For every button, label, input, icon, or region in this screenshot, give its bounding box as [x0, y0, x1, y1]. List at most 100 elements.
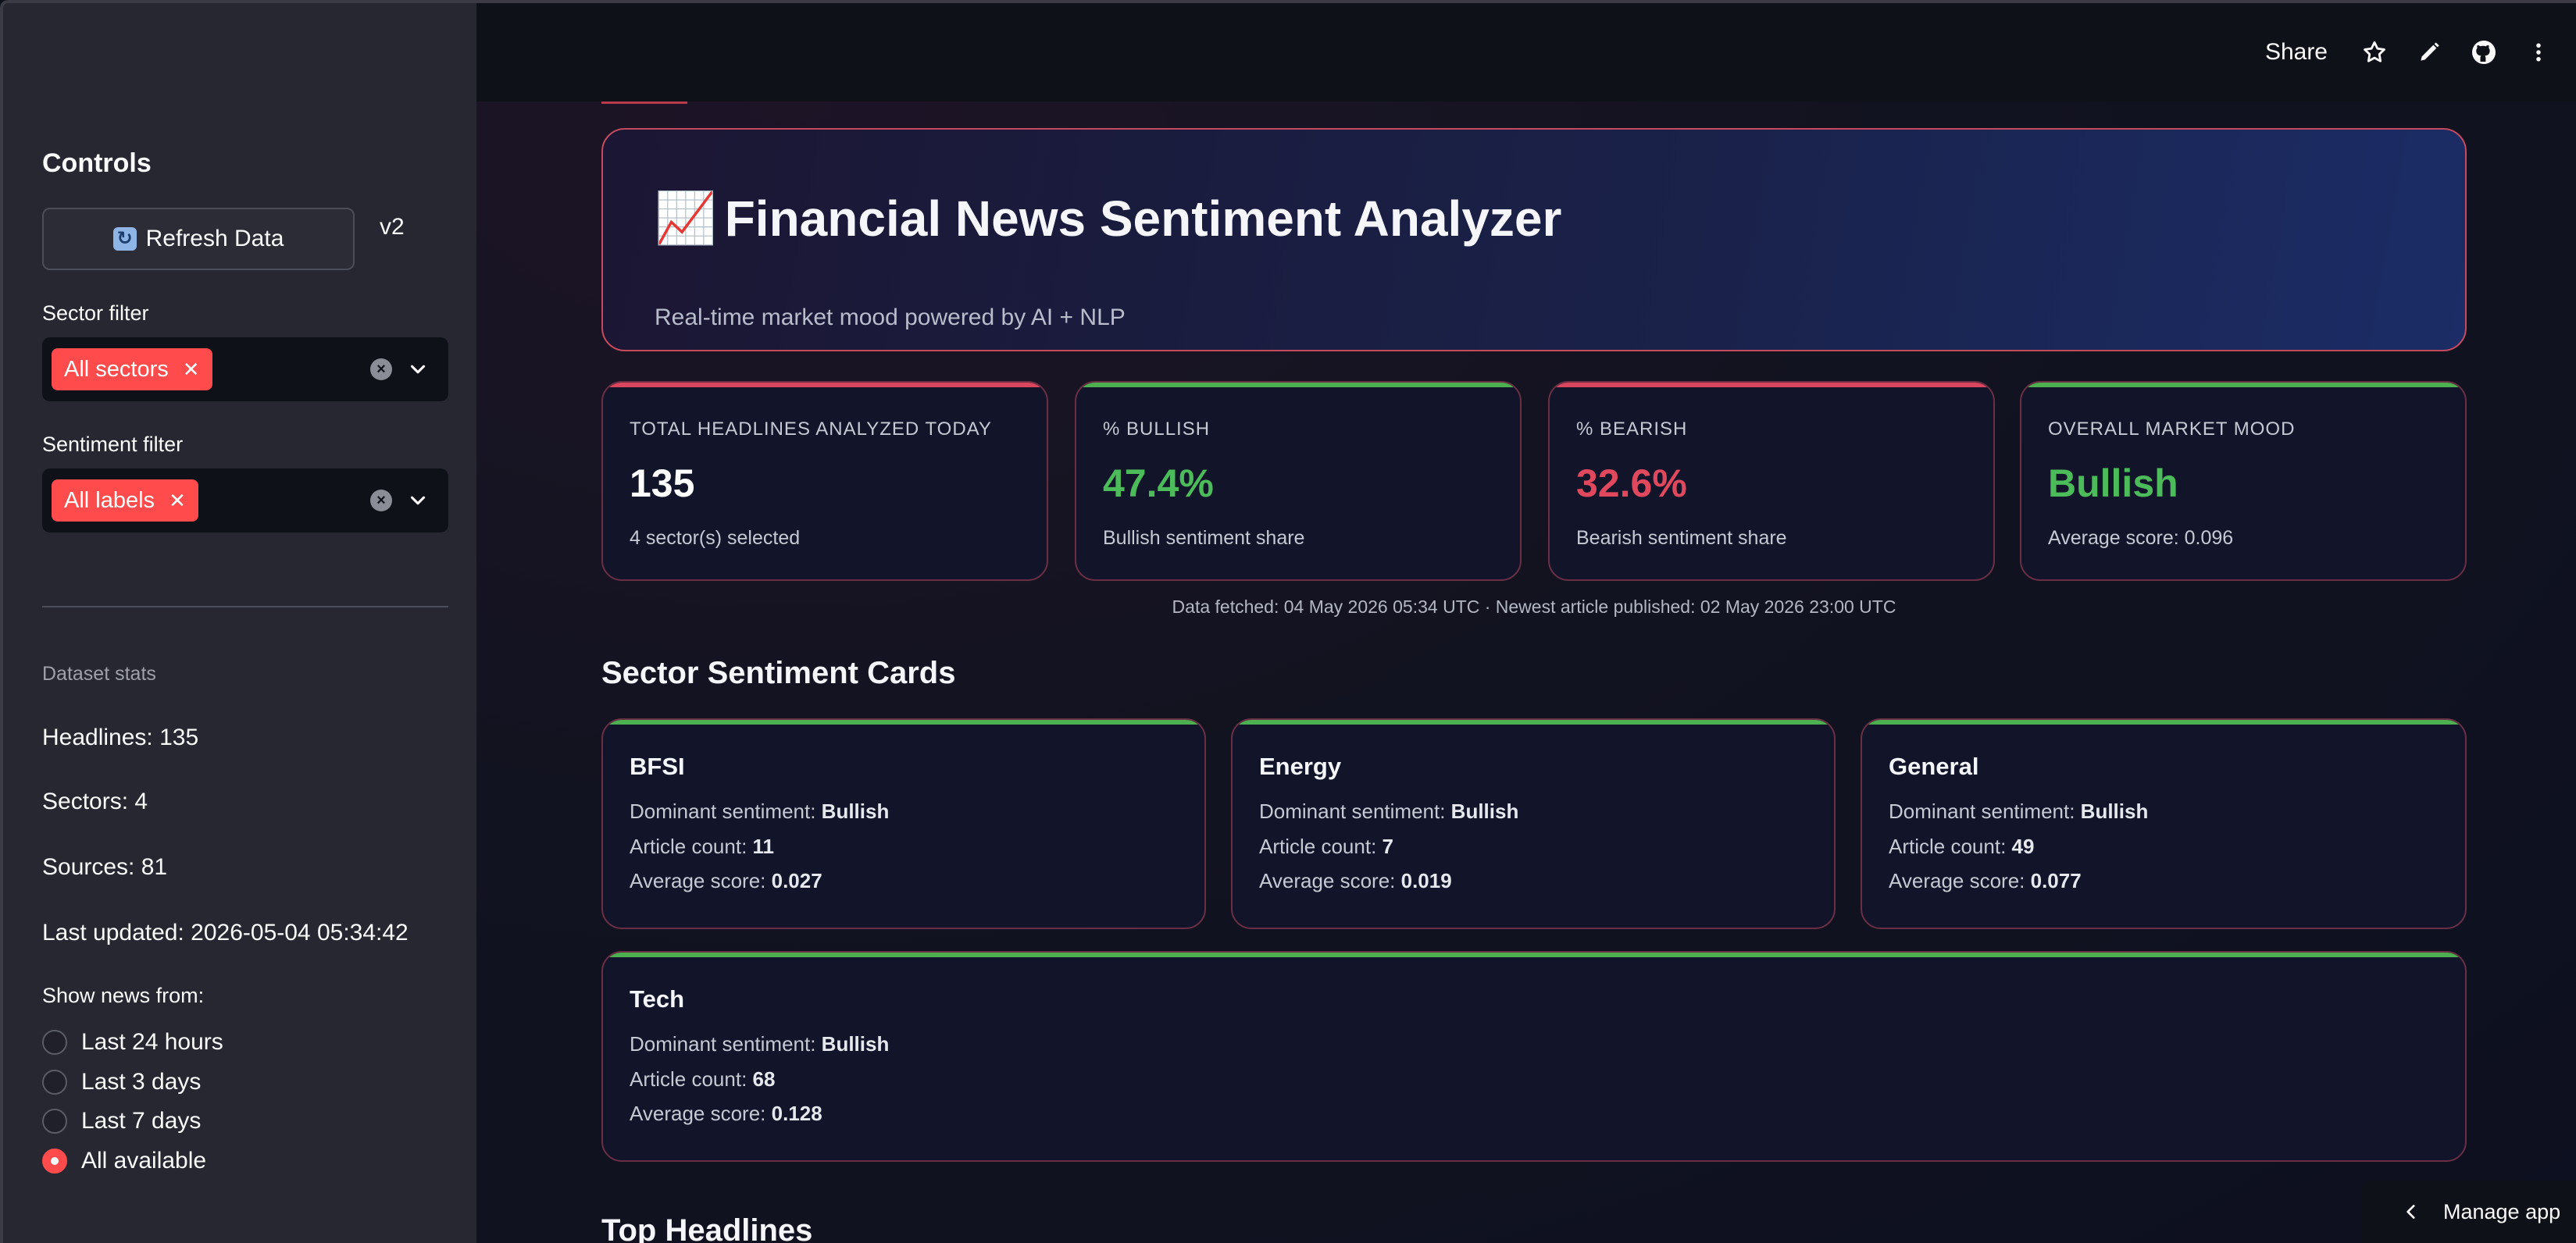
sector-card-tech: Tech Dominant sentiment: Bullish Article… — [601, 951, 2467, 1162]
sector-accent-bar — [603, 720, 1204, 725]
refresh-data-label: Refresh Data — [145, 226, 284, 251]
radio-button[interactable] — [42, 1030, 67, 1055]
radio-label: Last 3 days — [81, 1069, 202, 1095]
edit-pencil-icon[interactable] — [2414, 37, 2445, 68]
kpi-value: 47.4% — [1103, 461, 1214, 505]
radio-button-selected[interactable] — [42, 1149, 67, 1174]
stat-sectors: Sectors: 4 — [42, 789, 148, 814]
sector-name: Energy — [1259, 753, 1342, 780]
sector-card-energy: Energy Dominant sentiment: Bullish Artic… — [1231, 718, 1836, 929]
top-headlines-heading: Top Headlines — [601, 1213, 813, 1243]
kpi-card-bullish: % BULLISH 47.4% Bullish sentiment share — [1075, 381, 1522, 581]
more-vertical-icon[interactable] — [2523, 37, 2554, 68]
sector-accent-bar — [1862, 720, 2465, 725]
sector-avg: Average score: 0.019 — [1259, 869, 1452, 892]
sector-count: Article count: 11 — [630, 835, 775, 858]
sentiment-chip-label: All labels — [64, 487, 155, 513]
sentiment-filter-select[interactable]: All labels ✕ × — [42, 468, 448, 532]
sector-avg: Average score: 0.128 — [630, 1102, 822, 1125]
chart-emoji-icon: 📈 — [655, 190, 717, 246]
page-subtitle: Real-time market mood powered by AI + NL… — [655, 305, 1126, 330]
kpi-accent-bar — [1550, 383, 1993, 387]
version-label: v2 — [380, 214, 405, 240]
sector-filter-select[interactable]: All sectors ✕ × — [42, 337, 448, 401]
manage-app-label: Manage app — [2443, 1199, 2561, 1223]
sector-avg: Average score: 0.027 — [630, 869, 822, 892]
radio-option[interactable]: Last 24 hours — [42, 1029, 223, 1056]
kpi-label: % BULLISH — [1103, 418, 1211, 440]
sector-dominant: Dominant sentiment: Bullish — [630, 1032, 890, 1056]
sentiment-chip: All labels ✕ — [52, 479, 198, 522]
kpi-accent-bar — [1076, 383, 1520, 387]
sector-count: Article count: 68 — [630, 1067, 776, 1091]
kpi-value: 135 — [630, 461, 695, 505]
sector-dominant: Dominant sentiment: Bullish — [630, 800, 890, 823]
dataset-stats-heading: Dataset stats — [42, 663, 156, 685]
refresh-icon: ↻ — [112, 227, 137, 251]
top-toolbar: Share — [476, 0, 2576, 102]
sector-card-general: General Dominant sentiment: Bullish Arti… — [1861, 718, 2467, 929]
sector-count: Article count: 49 — [1889, 835, 2035, 858]
sidebar: Controls ↻ Refresh Data v2 Sector filter… — [0, 0, 476, 1243]
radio-label: All available — [81, 1148, 207, 1174]
hero-banner: 📈 Financial News Sentiment Analyzer Real… — [601, 128, 2467, 351]
header-accent-line — [601, 102, 687, 104]
kpi-value: 32.6% — [1576, 461, 1687, 505]
kpi-label: OVERALL MARKET MOOD — [2048, 418, 2296, 440]
sector-cards-heading: Sector Sentiment Cards — [601, 656, 956, 690]
sector-name: Tech — [630, 985, 685, 1013]
stat-last-updated: Last updated: 2026-05-04 05:34:42 — [42, 920, 409, 946]
kpi-card-total: TOTAL HEADLINES ANALYZED TODAY 135 4 sec… — [601, 381, 1048, 581]
data-fetched-caption: Data fetched: 04 May 2026 05:34 UTC · Ne… — [1172, 597, 1896, 617]
sector-filter-label: Sector filter — [42, 301, 149, 325]
sidebar-title: Controls — [42, 148, 152, 178]
kpi-sub: 4 sector(s) selected — [630, 527, 801, 549]
share-button[interactable]: Share — [2264, 39, 2328, 65]
radio-label: Last 7 days — [81, 1108, 202, 1134]
chevron-left-icon — [2407, 1205, 2415, 1219]
sidebar-divider — [42, 606, 448, 607]
stat-headlines: Headlines: 135 — [42, 725, 199, 750]
chip-remove-icon[interactable]: ✕ — [182, 357, 200, 381]
kpi-card-bearish: % BEARISH 32.6% Bearish sentiment share — [1548, 381, 1995, 581]
stat-sources: Sources: 81 — [42, 854, 168, 880]
main-content: 📈 Financial News Sentiment Analyzer Real… — [476, 102, 2576, 1243]
show-news-label: Show news from: — [42, 984, 205, 1007]
kpi-sub: Bearish sentiment share — [1576, 527, 1787, 549]
manage-app-button[interactable]: Manage app — [2362, 1181, 2576, 1243]
sector-name: General — [1889, 753, 1979, 780]
kpi-sub: Average score: 0.096 — [2048, 527, 2234, 549]
sentiment-filter-label: Sentiment filter — [42, 433, 184, 456]
chevron-down-icon[interactable] — [406, 489, 430, 512]
sector-accent-bar — [1233, 720, 1834, 725]
kpi-sub: Bullish sentiment share — [1103, 527, 1305, 549]
radio-button[interactable] — [42, 1109, 67, 1134]
sector-chip: All sectors ✕ — [52, 348, 212, 390]
radio-option-selected[interactable]: All available — [42, 1148, 206, 1174]
refresh-data-button[interactable]: ↻ Refresh Data — [42, 208, 355, 270]
kpi-label: % BEARISH — [1576, 418, 1688, 440]
page-title-text: Financial News Sentiment Analyzer — [724, 190, 1562, 247]
kpi-accent-bar — [2021, 383, 2465, 387]
github-icon[interactable] — [2468, 37, 2499, 68]
chip-remove-icon[interactable]: ✕ — [169, 488, 186, 512]
sector-chip-label: All sectors — [64, 356, 169, 382]
sector-name: BFSI — [630, 753, 685, 780]
sector-avg: Average score: 0.077 — [1889, 869, 2082, 892]
sector-accent-bar — [603, 953, 2465, 957]
star-icon[interactable] — [2359, 37, 2390, 68]
sector-count: Article count: 7 — [1259, 835, 1393, 858]
kpi-label: TOTAL HEADLINES ANALYZED TODAY — [630, 418, 992, 440]
chevron-down-icon[interactable] — [406, 358, 430, 381]
radio-label: Last 24 hours — [81, 1029, 223, 1055]
clear-icon[interactable]: × — [370, 490, 392, 511]
kpi-value: Bullish — [2048, 461, 2178, 505]
kpi-card-mood: OVERALL MARKET MOOD Bullish Average scor… — [2020, 381, 2467, 581]
clear-icon[interactable]: × — [370, 358, 392, 380]
radio-option[interactable]: Last 3 days — [42, 1069, 201, 1095]
sector-card-bfsi: BFSI Dominant sentiment: Bullish Article… — [601, 718, 1206, 929]
radio-button[interactable] — [42, 1070, 67, 1095]
sector-dominant: Dominant sentiment: Bullish — [1259, 800, 1519, 823]
radio-option[interactable]: Last 7 days — [42, 1108, 201, 1134]
page-title: 📈 Financial News Sentiment Analyzer — [655, 189, 1561, 248]
